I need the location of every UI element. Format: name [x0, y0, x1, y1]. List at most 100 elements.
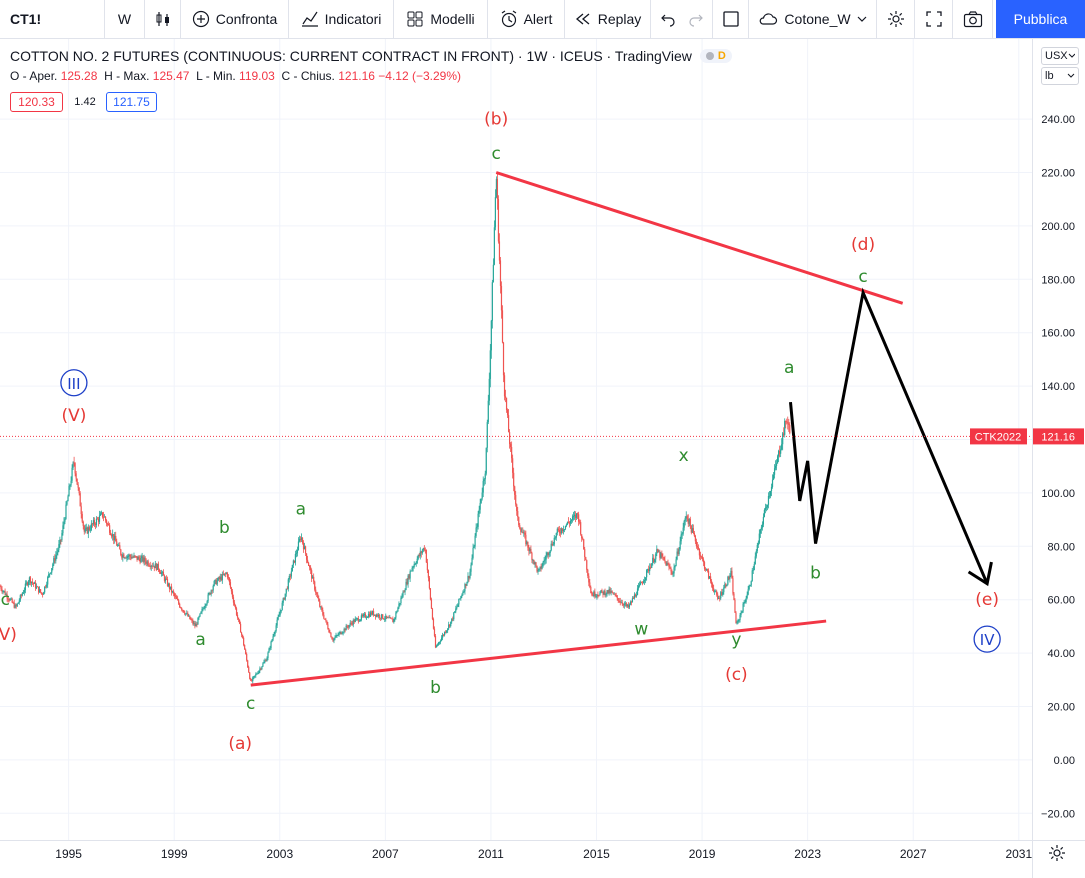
candle-body — [238, 619, 241, 624]
wave-label[interactable]: c — [1, 590, 10, 610]
symbol-search-button[interactable]: CT1! — [0, 0, 105, 38]
wave-label[interactable]: c — [246, 694, 255, 714]
wave-label[interactable]: (a) — [228, 734, 252, 754]
wave-label[interactable]: (e) — [975, 590, 999, 610]
candle-body — [283, 598, 285, 600]
candle-body — [270, 641, 272, 649]
redo-icon[interactable] — [688, 11, 704, 27]
candle-body — [236, 614, 239, 618]
wave-label[interactable]: III — [67, 375, 80, 393]
candle-body — [34, 582, 37, 589]
candle-body — [701, 556, 704, 560]
compare-button[interactable]: Confronta — [181, 0, 289, 38]
candle-body — [244, 644, 246, 650]
templates-label: Modelli — [430, 11, 475, 27]
candle-body — [285, 588, 287, 594]
candle-body — [0, 586, 1, 588]
candle-body — [580, 522, 582, 535]
forecast-path[interactable] — [789, 287, 989, 585]
candle-body — [422, 548, 424, 551]
wave-label[interactable]: a — [296, 499, 306, 519]
candle-body — [390, 617, 392, 619]
candle-body — [650, 567, 652, 569]
templates-button[interactable]: Modelli — [394, 0, 488, 38]
alert-button[interactable]: Alert — [488, 0, 565, 38]
wave-label[interactable]: a — [195, 630, 205, 650]
change-value: −4.12 (−3.29%) — [378, 69, 461, 83]
wave-label[interactable]: c — [858, 267, 867, 287]
wave-label[interactable]: c — [492, 144, 501, 164]
candle-body — [751, 570, 753, 582]
candle-body — [153, 565, 155, 569]
candle-body — [383, 618, 385, 620]
candle-body — [13, 602, 15, 608]
candle-body — [750, 581, 752, 586]
wave-label[interactable]: b — [430, 678, 441, 698]
trend-line[interactable] — [495, 171, 904, 305]
candle-body — [427, 570, 429, 578]
axis-settings-button[interactable] — [1048, 844, 1066, 867]
unit-select[interactable]: lb — [1041, 67, 1079, 85]
wave-label[interactable]: (c) — [725, 665, 748, 685]
sell-price-button[interactable]: 120.33 — [10, 92, 63, 112]
wave-label[interactable]: x — [679, 446, 689, 466]
wave-label[interactable]: (d) — [851, 235, 875, 255]
settings-button[interactable] — [877, 0, 915, 38]
candle-body — [123, 554, 125, 558]
layout-toggle-button[interactable] — [713, 0, 749, 38]
candle-body — [416, 558, 418, 564]
candle-body — [11, 598, 13, 603]
wave-label[interactable]: b — [219, 518, 230, 538]
candle-body — [263, 661, 265, 664]
candle-body — [239, 623, 242, 633]
candle-body — [720, 592, 722, 599]
indicators-button[interactable]: Indicatori — [289, 0, 394, 38]
interval-button[interactable]: W — [105, 0, 145, 38]
candle-body — [646, 570, 648, 578]
candle-body — [48, 574, 50, 577]
wave-label[interactable]: y — [731, 630, 741, 650]
snapshot-button[interactable] — [953, 0, 993, 38]
chart-style-button[interactable] — [145, 0, 181, 38]
candle-body — [171, 591, 174, 593]
publish-button[interactable]: Pubblica — [996, 0, 1085, 38]
candle-body — [150, 565, 152, 567]
wave-label[interactable]: a — [784, 358, 794, 378]
fullscreen-icon — [925, 11, 942, 27]
open-value: 125.28 — [60, 69, 98, 83]
replay-button[interactable]: Replay — [565, 0, 651, 38]
candle-body — [354, 619, 356, 623]
layout-name-dropdown[interactable]: Cotone_W — [749, 0, 877, 38]
wave-label[interactable]: IV) — [0, 625, 17, 645]
wave-label[interactable]: (b) — [484, 109, 508, 129]
buy-price-button[interactable]: 121.75 — [106, 92, 157, 112]
candle-body — [670, 568, 672, 572]
price-tick-label: 20.00 — [1047, 702, 1075, 714]
wave-label[interactable]: b — [810, 563, 821, 583]
candle-body — [175, 596, 177, 597]
time-tick-label: 2031 — [1005, 847, 1032, 861]
wave-label[interactable]: w — [634, 619, 648, 639]
trend-line[interactable] — [250, 619, 827, 687]
candle-body — [271, 639, 273, 642]
candle-body — [257, 673, 259, 675]
candle-body — [483, 479, 485, 482]
candle-body — [442, 634, 444, 638]
candle-body — [197, 617, 199, 625]
undo-icon[interactable] — [660, 11, 676, 27]
candle-body — [90, 523, 92, 530]
candle-body — [363, 614, 366, 616]
candle-body — [262, 663, 264, 667]
fullscreen-button[interactable] — [915, 0, 953, 38]
market-status-badge[interactable]: D — [699, 49, 732, 63]
currency-select[interactable]: USX — [1041, 47, 1079, 65]
wave-label[interactable]: IV — [980, 631, 995, 649]
candle-body — [31, 581, 34, 583]
candle-body — [155, 563, 157, 570]
candle-body — [313, 576, 315, 582]
candle-body — [655, 553, 657, 560]
candle-body — [533, 560, 535, 565]
candle-body — [179, 603, 181, 608]
wave-label[interactable]: (V) — [61, 406, 86, 426]
